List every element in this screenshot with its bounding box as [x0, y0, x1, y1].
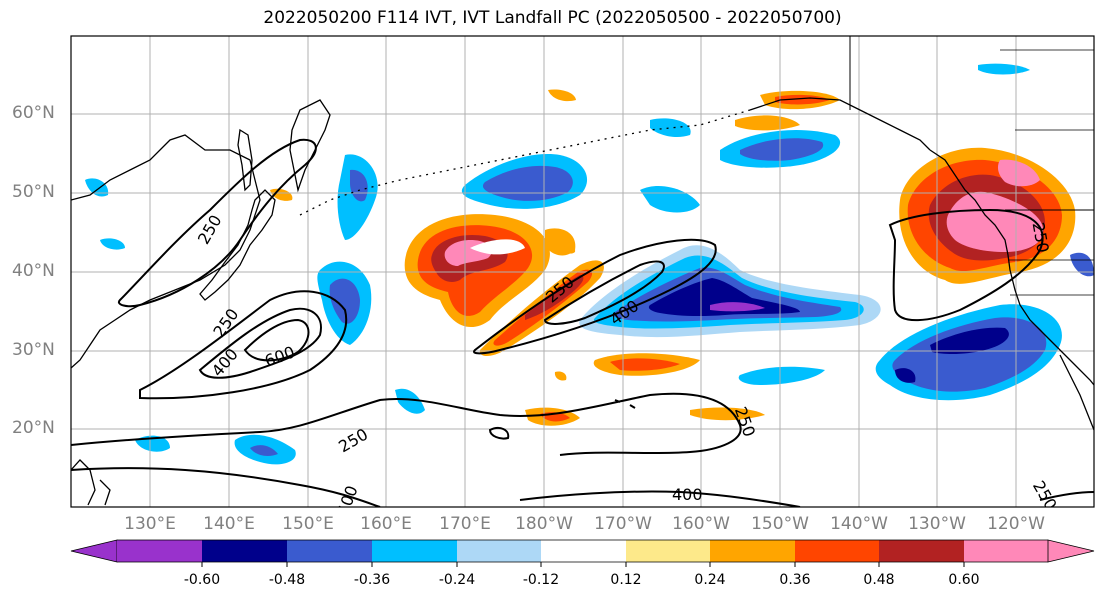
lat-label-50n: 50°N	[12, 182, 55, 202]
contour-400-south	[519, 490, 801, 507]
colorbar-tick-8: 0.36	[779, 572, 811, 588]
colorbar-tick-5: -0.12	[522, 572, 560, 588]
lon-label-130e: 130°E	[124, 514, 176, 534]
coastlines	[71, 36, 1094, 506]
lon-label-160e: 160°E	[360, 514, 412, 534]
lat-label-30n: 30°N	[12, 340, 55, 360]
contour-250-south	[71, 392, 742, 456]
lon-label-180w: 180°W	[515, 514, 573, 534]
contour-400-west	[198, 307, 322, 379]
map-frame	[70, 35, 1095, 508]
colorbar	[70, 539, 1095, 567]
lon-label-150w: 150°W	[751, 514, 809, 534]
lon-label-140w: 140°W	[830, 514, 888, 534]
lon-label-140e: 140°E	[203, 514, 255, 534]
lon-label-170e: 170°E	[439, 514, 491, 534]
gridlines	[71, 36, 1094, 507]
asia-coastline	[71, 134, 261, 369]
contour-250-mid	[473, 238, 717, 355]
lat-label-60n: 60°N	[12, 103, 55, 123]
colorbar-tick-4: -0.24	[438, 572, 476, 588]
contour-250-east	[888, 208, 1044, 322]
colorbar-tick-10: 0.60	[948, 572, 980, 588]
chart-title: 2022050200 F114 IVT, IVT Landfall PC (20…	[263, 8, 842, 28]
colorbar-extend-low	[70, 539, 118, 563]
lon-label-120w: 120°W	[987, 514, 1045, 534]
colorbar-tick-7: 0.24	[694, 572, 726, 588]
ivt-contours	[71, 138, 1094, 507]
colorbar-tick-2: -0.48	[268, 572, 306, 588]
contour-400-mid	[543, 260, 665, 325]
lat-label-20n: 20°N	[12, 418, 55, 438]
colorbar-tick-3: -0.36	[353, 572, 391, 588]
contour-label-9: 400	[672, 485, 703, 504]
lat-label-40n: 40°N	[12, 261, 55, 281]
colorbar-extend-high	[1047, 539, 1095, 563]
contour-600-west	[243, 318, 310, 362]
lon-label-130w: 130°W	[908, 514, 966, 534]
map-content: 250 250 400 600 250 400 250 250 400 250 …	[71, 36, 1094, 507]
lon-label-160w: 160°W	[672, 514, 730, 534]
colorbar-tick-6: 0.12	[610, 572, 642, 588]
colorbar-tick-1: -0.60	[183, 572, 221, 588]
lon-label-150e: 150°E	[282, 514, 334, 534]
contour-250-west	[117, 138, 317, 308]
alaska-coastline	[749, 97, 931, 151]
na-west-coastline	[929, 149, 1094, 386]
lon-label-170w: 170°W	[594, 514, 652, 534]
colorbar-tick-9: 0.48	[863, 572, 895, 588]
